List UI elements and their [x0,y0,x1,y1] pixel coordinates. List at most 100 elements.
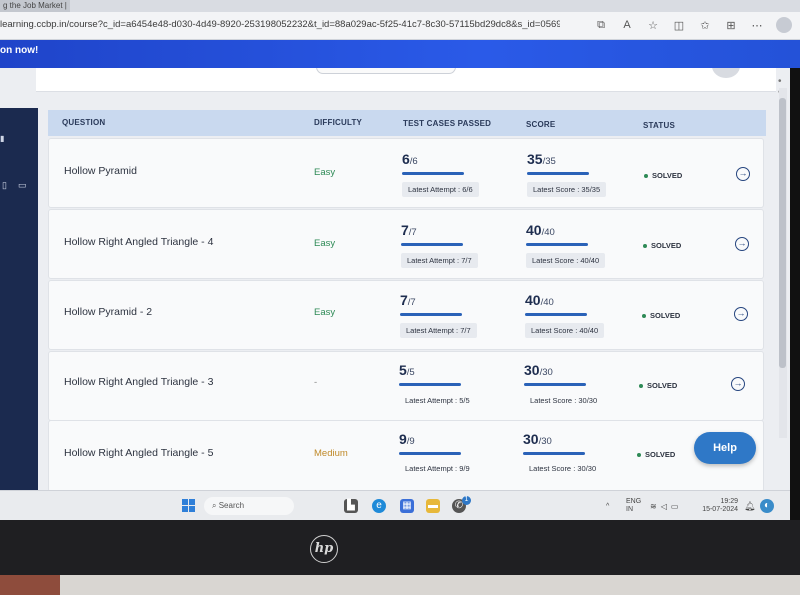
status-badge: SOLVED [642,311,680,320]
status-dot-icon [644,174,648,179]
table-row[interactable]: Hollow Right Angled Triangle - 5 Medium … [48,420,764,490]
tests-progress-bar [399,383,461,386]
latest-score-chip: Latest Score : 40/40 [525,323,605,338]
difficulty-label: Easy [314,307,336,318]
question-title[interactable]: Hollow Right Angled Triangle - 5 [64,447,214,459]
question-title[interactable]: Hollow Right Angled Triangle - 4 [64,236,214,248]
question-title[interactable]: Hollow Pyramid - 2 [64,306,153,318]
tests-passed-value: 7/7 [400,292,416,308]
arrow-right-icon[interactable]: → [736,167,750,181]
favorites-icon[interactable]: ✩ [700,19,710,32]
sidebar-icon[interactable]: ▮ [0,134,5,143]
arrow-right-icon[interactable]: → [731,377,745,391]
latest-attempt-chip: Latest Attempt : 7/7 [401,253,478,268]
desk-surface [0,575,800,595]
status-badge: SOLVED [637,450,675,459]
arrow-right-icon[interactable]: → [734,307,748,321]
browser-tab-strip: g the Job Market | [0,0,800,12]
status-dot-icon [642,314,646,319]
extensions-icon[interactable]: ⋯ [751,19,763,32]
table-row[interactable]: Hollow Right Angled Triangle - 3 - 5/5 L… [48,351,764,421]
taskbar-search[interactable]: ⌕ Search [204,497,294,515]
latest-attempt-chip: Latest Attempt : 7/7 [400,323,477,338]
score-value: 30/30 [524,362,553,378]
top-circle-button[interactable] [712,68,740,78]
score-progress-bar [526,243,588,246]
latest-score-chip: Latest Score : 40/40 [526,253,606,268]
screen-edge [790,68,800,520]
collections-icon[interactable]: ⊞ [726,19,736,32]
score-value: 40/40 [526,222,555,238]
promo-banner[interactable]: on now! [0,40,800,68]
difficulty-label: - [314,377,318,388]
score-progress-bar [524,383,586,386]
latest-attempt-chip: Latest Attempt : 9/9 [405,464,470,473]
latest-score-chip: Latest Score : 30/30 [529,464,597,473]
tests-progress-bar [399,452,461,455]
store-icon[interactable]: ▦ [400,499,414,513]
status-badge: SOLVED [639,381,677,390]
header-question: QUESTION [62,118,106,127]
tests-progress-bar [402,172,464,175]
latest-attempt-chip: Latest Attempt : 6/6 [402,182,479,197]
bell-icon[interactable]: 🔔︎ [744,501,756,511]
left-sidebar: ▮ ▯ ▭ [0,108,38,490]
tests-passed-value: 5/5 [399,362,415,378]
favorite-star-icon[interactable]: ☆ [648,19,658,32]
status-badge: SOLVED [643,241,681,250]
question-title[interactable]: Hollow Pyramid [64,165,137,177]
windows-start-icon[interactable] [182,499,196,513]
latest-score-chip: Latest Score : 30/30 [530,396,598,405]
latest-score-chip: Latest Score : 35/35 [527,182,607,197]
score-progress-bar [523,452,585,455]
read-aloud-icon[interactable]: A [623,19,631,31]
table-row[interactable]: Hollow Right Angled Triangle - 4 Easy 7/… [48,209,764,279]
desk-object [0,575,60,595]
book-icon[interactable]: ▭ [18,180,27,190]
score-value: 35/35 [527,151,556,167]
difficulty-label: Easy [314,167,336,178]
notification-badge: 1 [462,496,471,505]
wifi-volume-battery-icons[interactable]: ≋◁▭ [650,502,683,511]
tests-progress-bar [401,243,463,246]
score-progress-bar [525,313,587,316]
clock[interactable]: 19:29 15-07-2024 [702,498,738,513]
sidebar-divider-icon[interactable]: ▯ [2,180,7,190]
language-indicator[interactable]: ENG IN [626,498,642,513]
translate-icon[interactable]: ⧉ [597,18,605,31]
tests-passed-value: 7/7 [401,222,417,238]
file-explorer-icon[interactable]: ▬ [426,499,440,513]
header-difficulty: DIFFICULTY [314,118,363,127]
split-screen-icon[interactable]: ◫ [673,19,685,32]
url-text[interactable]: learning.ccbp.in/course?c_id=a6454e48-d0… [0,19,560,30]
browser-toolbar: ⧉ A ☆ ◫ ✩ ⊞ ⋯ [594,17,792,33]
table-row[interactable]: Hollow Pyramid - 2 Easy 7/7 Latest Attem… [48,280,764,350]
profile-avatar[interactable] [776,17,792,33]
table-row[interactable]: Hollow Pyramid Easy 6/6 Latest Attempt :… [48,138,764,208]
latest-attempt-chip: Latest Attempt : 5/5 [405,396,470,405]
header-test-cases: TEST CASES PASSED [403,119,492,128]
header-status: STATUS [643,121,676,130]
edge-browser-icon[interactable]: e [372,499,386,513]
tests-passed-value: 6/6 [402,151,418,167]
score-value: 30/30 [523,431,552,447]
top-card: • • [36,68,782,98]
status-dot-icon [643,244,647,249]
task-view-icon[interactable]: ▙ [344,499,358,513]
question-title[interactable]: Hollow Right Angled Triangle - 3 [64,376,214,388]
table-header: QUESTION DIFFICULTY TEST CASES PASSED SC… [48,110,766,136]
tray-chevron-icon[interactable]: ^ [606,503,610,510]
hp-logo: hp [310,535,338,563]
tests-progress-bar [400,313,462,316]
top-pill-button[interactable] [316,68,456,74]
course-page: ▮ ▯ ▭ • • QUESTION DIFFICULTY TEST CASES… [0,68,790,490]
browser-tab[interactable]: g the Job Market | [0,0,70,12]
status-dot-icon [639,384,643,389]
address-bar[interactable]: learning.ccbp.in/course?c_id=a6454e48-d0… [0,12,800,40]
copilot-icon[interactable]: ◐ [760,499,774,513]
help-button[interactable]: Help [694,432,756,464]
header-score: SCORE [526,120,556,129]
scrollbar-thumb[interactable] [779,98,786,368]
arrow-right-icon[interactable]: → [735,237,749,251]
score-progress-bar [527,172,589,175]
